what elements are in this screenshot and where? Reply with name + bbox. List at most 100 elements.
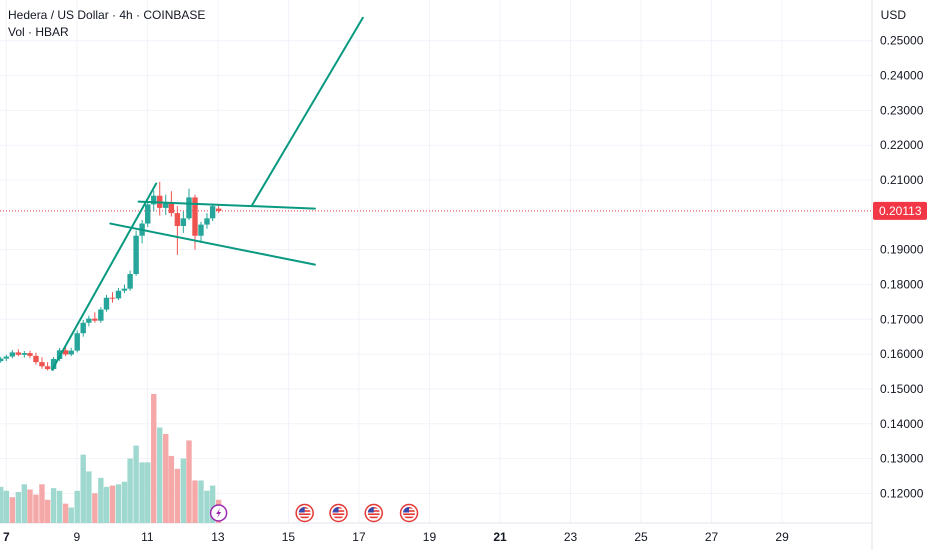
volume-bar (174, 468, 181, 523)
volume-bar (121, 481, 128, 523)
price-tick-label: 0.21000 (880, 173, 924, 187)
candle-body (3, 356, 10, 359)
candle-body (33, 355, 39, 363)
volume-bar (15, 492, 22, 523)
candle (209, 203, 216, 222)
candle-body (44, 366, 51, 370)
candle (139, 220, 145, 244)
trendline-flag-bottom (109, 222, 316, 266)
price-tick-label: 0.18000 (880, 277, 924, 291)
candle (198, 221, 204, 243)
candle-body (127, 274, 133, 289)
volume-bar (44, 499, 51, 523)
time-axis: 7 9 11 13 15 17 19 21 23 25 27 29 (3, 530, 789, 544)
candle (0, 356, 4, 363)
candle-body (68, 350, 74, 355)
candle (127, 270, 133, 291)
candle-body (86, 318, 92, 323)
us-flag-icon (295, 503, 314, 523)
candle-body (115, 290, 122, 299)
volume-bar (186, 440, 192, 523)
candle (215, 205, 222, 214)
trendline-breakout-projection (251, 16, 364, 207)
trendline-flagpole (51, 182, 158, 371)
candle-body (39, 362, 45, 367)
volume-bar (198, 480, 204, 523)
time-tick-label: 17 (352, 530, 366, 544)
candle-body (198, 224, 204, 236)
candle-body (21, 353, 28, 355)
price-axis: 0.250000.240000.230000.220000.210000.200… (880, 34, 924, 501)
price-tick-label: 0.24000 (880, 69, 924, 83)
volume-bars (0, 394, 222, 523)
price-tick-label: 0.14000 (880, 417, 924, 431)
candle-body (163, 202, 169, 208)
candle-body (15, 352, 22, 355)
candle-body (180, 218, 187, 226)
candle (9, 349, 16, 359)
candle-body (145, 204, 151, 224)
volume-bar (115, 484, 122, 523)
volume-bar (180, 458, 187, 523)
candle (68, 347, 74, 357)
candle (98, 307, 104, 323)
candle (92, 312, 98, 323)
candle-body (186, 197, 192, 219)
volume-bar (56, 490, 63, 523)
price-tick-label: 0.16000 (880, 347, 924, 361)
price-tick-label: 0.13000 (880, 452, 924, 466)
candle-body (50, 358, 57, 370)
candle-body (192, 197, 198, 236)
candle-body (174, 213, 181, 226)
candle (21, 350, 28, 358)
candle (180, 211, 187, 233)
volume-bar (151, 394, 157, 523)
price-tick-label: 0.12000 (880, 486, 924, 500)
candle-body (0, 358, 4, 362)
candle-body (168, 202, 175, 214)
time-tick-label: 25 (634, 530, 648, 544)
currency-label[interactable]: USD (880, 8, 906, 22)
candle-body (133, 235, 139, 275)
candle-body (215, 208, 222, 212)
last-price-badge (873, 201, 927, 220)
volume-bar (139, 462, 145, 523)
time-tick-label: 29 (775, 530, 789, 544)
candle (204, 213, 210, 229)
candle (151, 190, 157, 212)
time-tick-label: 19 (423, 530, 437, 544)
candle-body (92, 318, 98, 321)
last-price-label: 0.20113 (879, 204, 922, 218)
candle (103, 294, 110, 312)
volume-bar (50, 488, 57, 523)
candle (15, 349, 22, 357)
candle-body (27, 353, 33, 356)
volume-bar (127, 458, 133, 523)
price-tick-label: 0.15000 (880, 382, 924, 396)
volume-bar (204, 490, 210, 523)
candle-body (109, 297, 116, 299)
us-flag-icon (399, 503, 419, 523)
candle (3, 354, 10, 362)
volume-bar (21, 484, 28, 523)
trendline-flag-top (137, 200, 316, 210)
candle-body (80, 322, 86, 334)
candle (109, 292, 116, 303)
candle (163, 194, 169, 215)
candle (133, 230, 139, 276)
volume-bar (192, 480, 198, 523)
candle (27, 350, 33, 359)
event-markers (209, 503, 419, 523)
candle-body (98, 309, 104, 321)
us-flag-icon (329, 503, 348, 523)
price-tick-label: 0.22000 (880, 138, 924, 152)
candle-body (204, 218, 210, 225)
price-tick-label: 0.25000 (880, 34, 924, 48)
time-tick-label: 13 (211, 530, 225, 544)
volume-bar (92, 493, 98, 523)
candle-body (62, 350, 69, 355)
volume-bar (74, 490, 80, 523)
volume-bar (39, 484, 45, 523)
